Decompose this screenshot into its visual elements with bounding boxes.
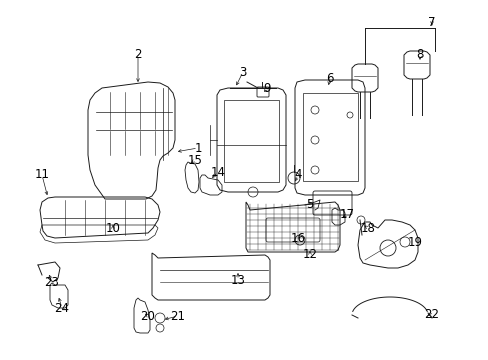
Text: 17: 17 (339, 208, 354, 221)
Text: 10: 10 (105, 221, 120, 234)
Text: 9: 9 (263, 81, 270, 94)
Text: 14: 14 (210, 166, 225, 179)
Text: 8: 8 (415, 49, 423, 62)
Text: 13: 13 (230, 274, 245, 287)
Text: 24: 24 (54, 302, 69, 315)
Text: 15: 15 (187, 153, 202, 166)
Text: 6: 6 (325, 72, 333, 85)
Text: 1: 1 (194, 141, 202, 154)
Text: 21: 21 (170, 310, 185, 323)
Text: 4: 4 (294, 168, 301, 181)
Text: 23: 23 (44, 275, 60, 288)
Text: 12: 12 (302, 248, 317, 261)
Text: 20: 20 (140, 310, 155, 323)
Text: 7: 7 (427, 15, 435, 28)
Text: 19: 19 (407, 235, 422, 248)
Text: 2: 2 (134, 49, 142, 62)
Text: 16: 16 (290, 231, 305, 244)
Text: 22: 22 (424, 309, 439, 321)
Text: 11: 11 (35, 168, 49, 181)
Text: 3: 3 (239, 66, 246, 78)
Text: 5: 5 (305, 198, 313, 211)
Text: 18: 18 (360, 221, 375, 234)
